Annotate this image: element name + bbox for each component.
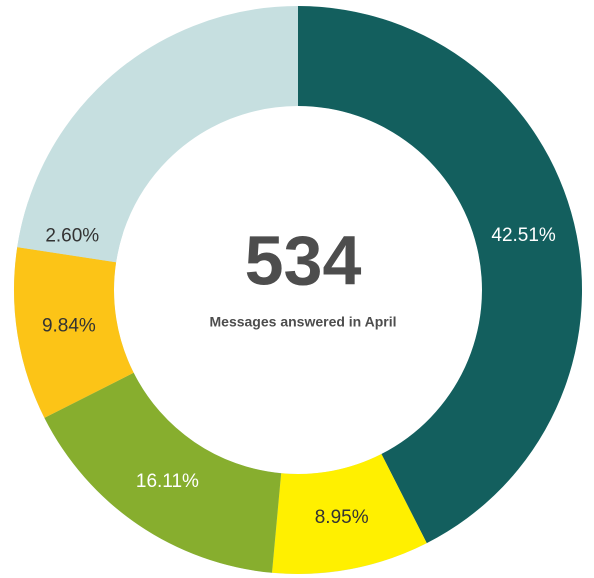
segment-label: 2.60% xyxy=(45,225,99,246)
segment-label: 16.11% xyxy=(136,471,199,492)
segment-label: 8.95% xyxy=(315,507,369,528)
segment-label: 9.84% xyxy=(42,315,96,336)
donut-segment xyxy=(17,202,124,263)
donut-segment xyxy=(44,372,282,573)
center-label: Messages answered in April xyxy=(210,314,397,330)
donut-segment xyxy=(14,247,134,418)
donut-segment xyxy=(298,6,583,544)
center-value: 534 xyxy=(245,221,362,299)
donut-segment xyxy=(271,453,427,574)
segment-label: 42.51% xyxy=(491,225,556,246)
